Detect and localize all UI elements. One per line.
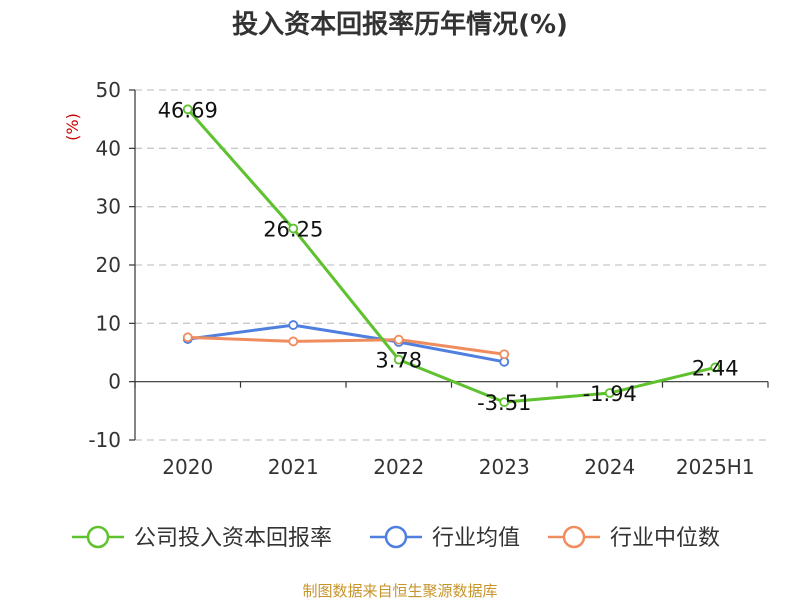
data-point	[604, 388, 615, 398]
data-point	[288, 223, 299, 234]
data-point	[710, 362, 721, 373]
legend-marker-circle	[384, 525, 408, 549]
data-label: -3.51	[477, 391, 531, 415]
data-point	[288, 320, 299, 330]
data-label: 26.25	[263, 218, 323, 242]
series-line	[186, 108, 716, 404]
data-point	[499, 397, 510, 408]
data-labels: 46.69 26.25 3.78 -3.51 -1.94 2.44	[158, 98, 739, 415]
x-tick-label: 2022	[373, 455, 424, 479]
y-tick-label: 0	[108, 370, 121, 394]
legend-label: 行业均值	[432, 526, 520, 551]
data-point	[288, 336, 299, 347]
x-tick-label: 2024	[584, 455, 635, 479]
y-tick-label: 40	[96, 136, 121, 160]
y-axis-unit-label: (%)	[63, 113, 82, 141]
series-lines	[182, 104, 721, 408]
y-tick-label: 20	[96, 253, 121, 277]
chart-title: 投入资本回报率历年情况(%)	[232, 9, 568, 40]
data-point	[499, 349, 510, 360]
data-point	[393, 354, 404, 365]
data-label: 46.69	[158, 98, 218, 122]
data-label: 3.78	[375, 349, 422, 373]
data-point	[182, 104, 193, 115]
source-caption: 制图数据来自恒生聚源数据库	[302, 582, 497, 600]
data-label: -1.94	[583, 382, 637, 406]
data-label: 2.44	[692, 356, 739, 380]
grid-lines	[135, 89, 768, 441]
axes: 50 40 30 20 10 0 -10 2020 2021 2022 2023 2024 2025H1	[88, 78, 769, 479]
data-point	[393, 334, 404, 345]
legend-marker-circle	[562, 525, 586, 549]
series-line	[187, 323, 505, 364]
x-tick-label: 2020	[162, 455, 213, 479]
y-tick-label: 10	[96, 311, 121, 335]
y-tick-label: 30	[96, 195, 121, 219]
series-line	[187, 335, 505, 356]
legend-label: 公司投入资本回报率	[134, 526, 332, 551]
y-tick-label: -10	[88, 428, 121, 452]
y-tick-label: 50	[96, 78, 121, 102]
legend-label: 行业中位数	[610, 526, 720, 551]
x-tick-label: 2025H1	[676, 455, 755, 479]
legend: 公司投入资本回报率 行业均值 行业中位数	[72, 525, 720, 551]
x-tick-label: 2023	[479, 455, 530, 479]
data-point	[182, 332, 193, 343]
legend-marker-circle	[86, 525, 110, 549]
x-tick-label: 2021	[268, 455, 319, 479]
